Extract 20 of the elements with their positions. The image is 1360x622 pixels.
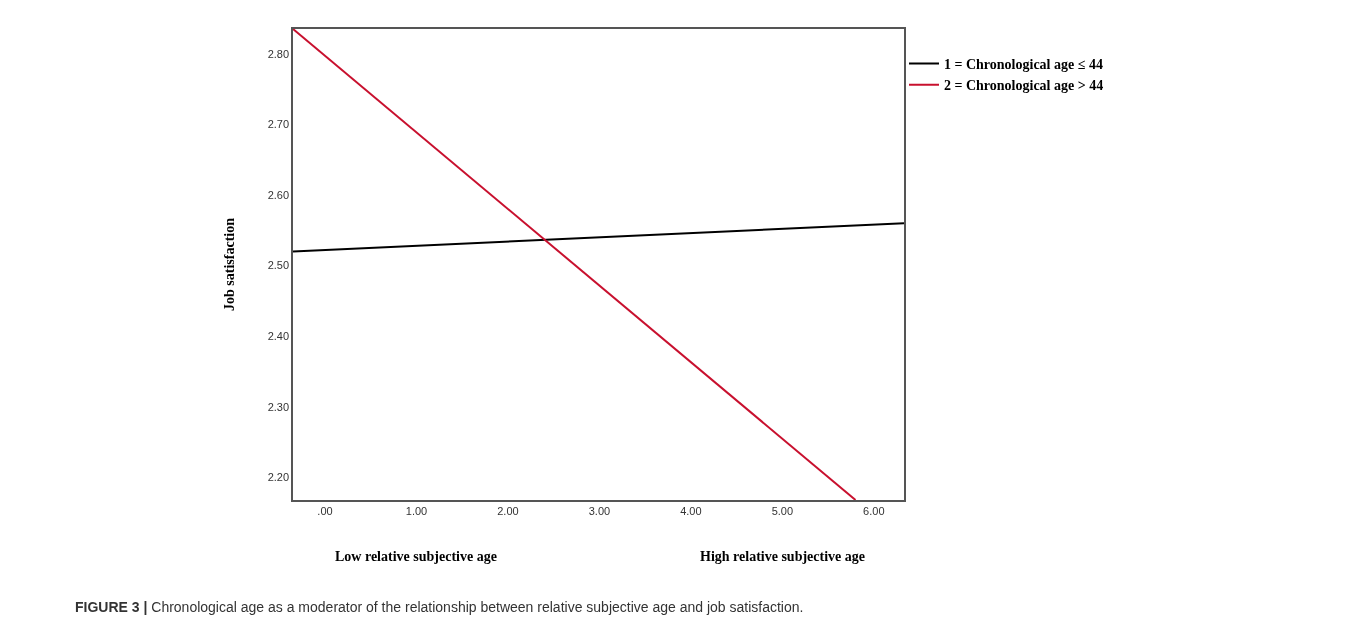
legend-label: 1 = Chronological age ≤ 44 xyxy=(944,56,1103,72)
y-tick-label: 2.40 xyxy=(267,330,290,343)
y-tick-label: 2.50 xyxy=(267,259,290,272)
x-tick-label: 6.00 xyxy=(863,504,885,517)
caption: FIGURE 3 | Chronological age as a moderator of the relationship between relative subjective age and job satisfaction. xyxy=(75,599,804,615)
text: High relative subjective age xyxy=(700,549,865,564)
x-tick-label: 3.00 xyxy=(588,504,611,517)
y-tick-label: 2.20 xyxy=(267,471,290,484)
y-tick-label: 2.80 xyxy=(267,47,290,60)
y-tick-label: 2.30 xyxy=(267,400,290,413)
y-tick-label: 2.70 xyxy=(267,118,290,131)
x-tick-label: 2.00 xyxy=(497,504,519,517)
text: Low relative subjective age xyxy=(335,549,497,564)
x-tick-label: .00 xyxy=(317,504,333,517)
x-tick-label: 5.00 xyxy=(771,504,794,517)
x-tick-label: 1.00 xyxy=(405,504,428,517)
legend-label: 2 = Chronological age > 44 xyxy=(944,78,1104,94)
y-axis-title: Job satisfaction xyxy=(221,217,237,311)
y-tick-label: 2.60 xyxy=(267,188,290,201)
x-tick-label: 4.00 xyxy=(680,504,702,517)
